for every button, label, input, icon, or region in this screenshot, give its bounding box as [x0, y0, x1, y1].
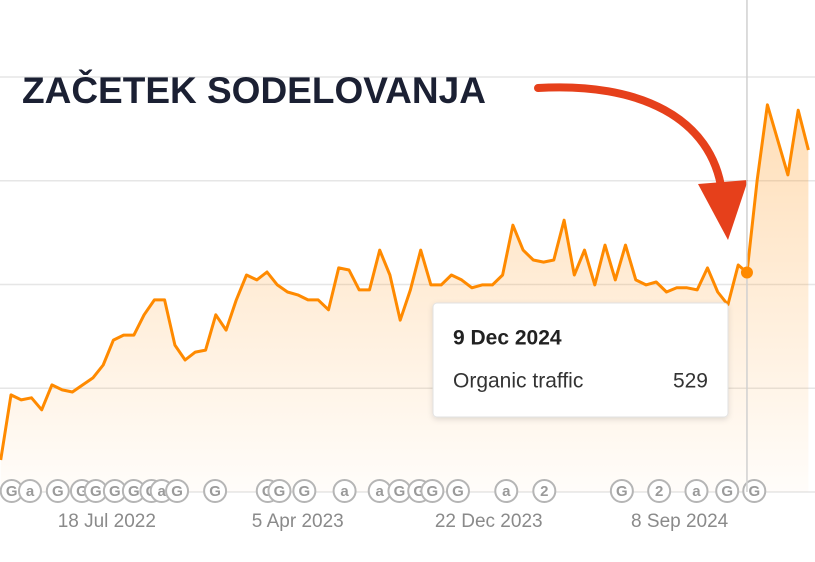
event-label: a — [376, 483, 385, 500]
hover-point — [740, 266, 753, 279]
event-label: G — [6, 483, 18, 500]
event-label: G — [109, 483, 121, 500]
event-label: G — [616, 483, 628, 500]
area — [0, 104, 809, 493]
event-label: 2 — [540, 483, 548, 500]
event-marker — [684, 479, 709, 503]
event-marker — [267, 479, 292, 503]
tooltip-date: 9 Dec 2024 — [453, 327, 562, 350]
event-marker — [165, 479, 190, 503]
event-marker — [445, 479, 470, 503]
tooltip — [432, 302, 729, 418]
event-label: G — [452, 483, 464, 500]
event-marker — [494, 479, 519, 503]
event-marker — [332, 479, 357, 503]
event-label: G — [128, 483, 140, 500]
event-label: G — [209, 483, 221, 500]
event-marker — [609, 479, 634, 503]
event-label: 2 — [655, 483, 663, 500]
tooltip-value: 529 — [673, 370, 708, 393]
event-label: G — [427, 483, 439, 500]
event-marker — [292, 479, 317, 503]
event-label: a — [692, 483, 701, 500]
event-label: a — [158, 483, 167, 500]
line — [0, 103, 810, 461]
annotation: ZAČETEK SODELOVANJA — [22, 69, 486, 111]
x-tick-label: 8 Sep 2024 — [631, 511, 729, 532]
event-label: G — [90, 483, 102, 500]
event-label: a — [502, 483, 511, 500]
event-label: G — [52, 483, 64, 500]
x-tick-label: 5 Apr 2023 — [252, 511, 344, 532]
event-label: G — [76, 483, 88, 500]
event-label: a — [340, 483, 349, 500]
event-label: G — [394, 483, 406, 500]
annotation-arrowhead — [698, 180, 748, 240]
x-tick-label: 22 Dec 2023 — [435, 511, 543, 532]
event-label: G — [721, 483, 733, 500]
event-marker — [647, 479, 672, 503]
annotation-arrow — [534, 83, 726, 196]
x-tick-label: 18 Jul 2022 — [58, 511, 156, 532]
event-label: G — [748, 483, 760, 500]
tooltip-series: Organic traffic — [453, 370, 583, 393]
event-label: G — [274, 483, 286, 500]
event-marker — [715, 479, 740, 503]
event-marker — [45, 479, 70, 503]
event-label: G — [299, 483, 311, 500]
event-label: a — [26, 483, 35, 500]
event-marker — [17, 479, 42, 503]
event-label: G — [413, 483, 425, 500]
event-label: G — [171, 483, 183, 500]
event-marker — [742, 479, 767, 503]
event-marker — [420, 479, 445, 503]
event-marker — [532, 479, 557, 503]
event-marker — [203, 479, 228, 503]
